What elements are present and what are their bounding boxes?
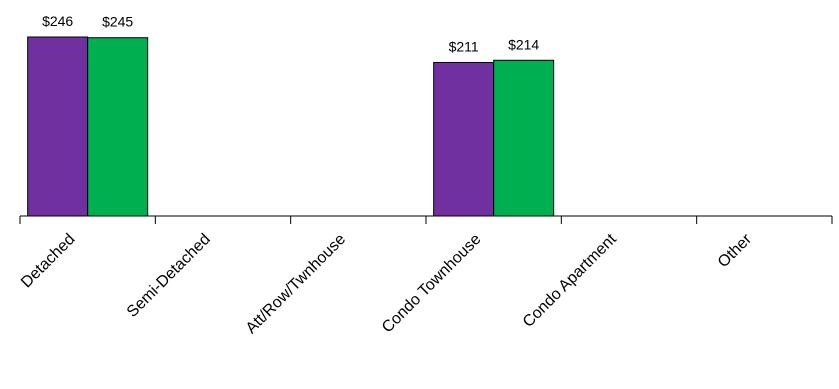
x-tick-label: Condo Townhouse xyxy=(379,231,485,337)
x-tick-label: Other xyxy=(715,230,756,271)
x-tick-label: Att/Row/Twnhouse xyxy=(243,231,349,337)
bar-0-series-1 xyxy=(87,37,149,217)
bar-0-series-0 xyxy=(27,36,89,217)
x-tick-label: Semi-Detached xyxy=(124,231,214,321)
bar-3-series-1 xyxy=(493,59,555,217)
bar-3-series-0 xyxy=(433,61,495,217)
x-tick-label: Condo Apartment xyxy=(520,230,620,330)
data-label-0-series-0: $246 xyxy=(42,13,73,29)
data-label-3-series-1: $214 xyxy=(508,36,539,52)
data-label-0-series-1: $245 xyxy=(102,14,133,30)
x-tick-label: Detached xyxy=(18,231,78,291)
data-label-3-series-0: $211 xyxy=(449,38,479,54)
